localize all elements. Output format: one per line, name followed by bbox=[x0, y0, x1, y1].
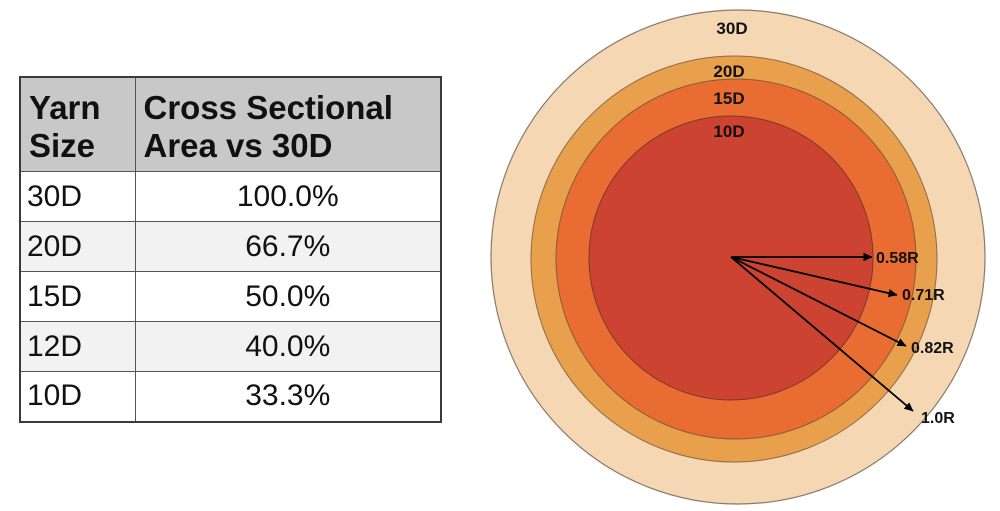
header-yarn-size-line-1: Yarn bbox=[29, 89, 101, 126]
label-20d: 20D bbox=[713, 62, 744, 81]
cell-yarn-size: 15D bbox=[19, 271, 136, 322]
label-15d: 15D bbox=[713, 89, 744, 108]
table-header-row: Yarn Size Cross Sectional Area vs 30D bbox=[19, 76, 442, 172]
table-row: 20D 66.7% bbox=[19, 221, 442, 272]
arrow-1-0r bbox=[730, 256, 914, 412]
cell-yarn-size: 20D bbox=[19, 221, 136, 272]
yarn-size-table: Yarn Size Cross Sectional Area vs 30D 30… bbox=[19, 76, 442, 423]
table-row: 10D 33.3% bbox=[19, 371, 442, 422]
cell-yarn-size: 30D bbox=[19, 171, 136, 222]
header-yarn-size-line-2: Size bbox=[29, 127, 96, 164]
arrow-label-0-82r: 0.82R bbox=[911, 340, 954, 357]
arrow-label-1-0r: 1.0R bbox=[921, 410, 955, 427]
arrow-0-82r bbox=[730, 256, 907, 347]
cell-area: 40.0% bbox=[134, 321, 442, 372]
cell-area: 100.0% bbox=[134, 171, 442, 222]
arrow-label-0-71r: 0.71R bbox=[902, 287, 945, 304]
header-cross-sectional-area: Cross Sectional Area vs 30D bbox=[134, 76, 442, 172]
arrow-0-71r bbox=[730, 256, 898, 298]
cell-yarn-size: 10D bbox=[19, 371, 136, 422]
header-area-line-1: Cross Sectional bbox=[143, 89, 393, 126]
header-area-line-2: Area vs 30D bbox=[143, 127, 333, 164]
table-row: 12D 40.0% bbox=[19, 321, 442, 372]
arrow-label-0-58r: 0.58R bbox=[876, 250, 919, 267]
table-row: 30D 100.0% bbox=[19, 171, 442, 222]
label-10d: 10D bbox=[713, 122, 744, 141]
cell-area: 33.3% bbox=[134, 371, 442, 422]
cell-area: 66.7% bbox=[134, 221, 442, 272]
label-30d: 30D bbox=[716, 19, 747, 38]
cell-yarn-size: 12D bbox=[19, 321, 136, 372]
